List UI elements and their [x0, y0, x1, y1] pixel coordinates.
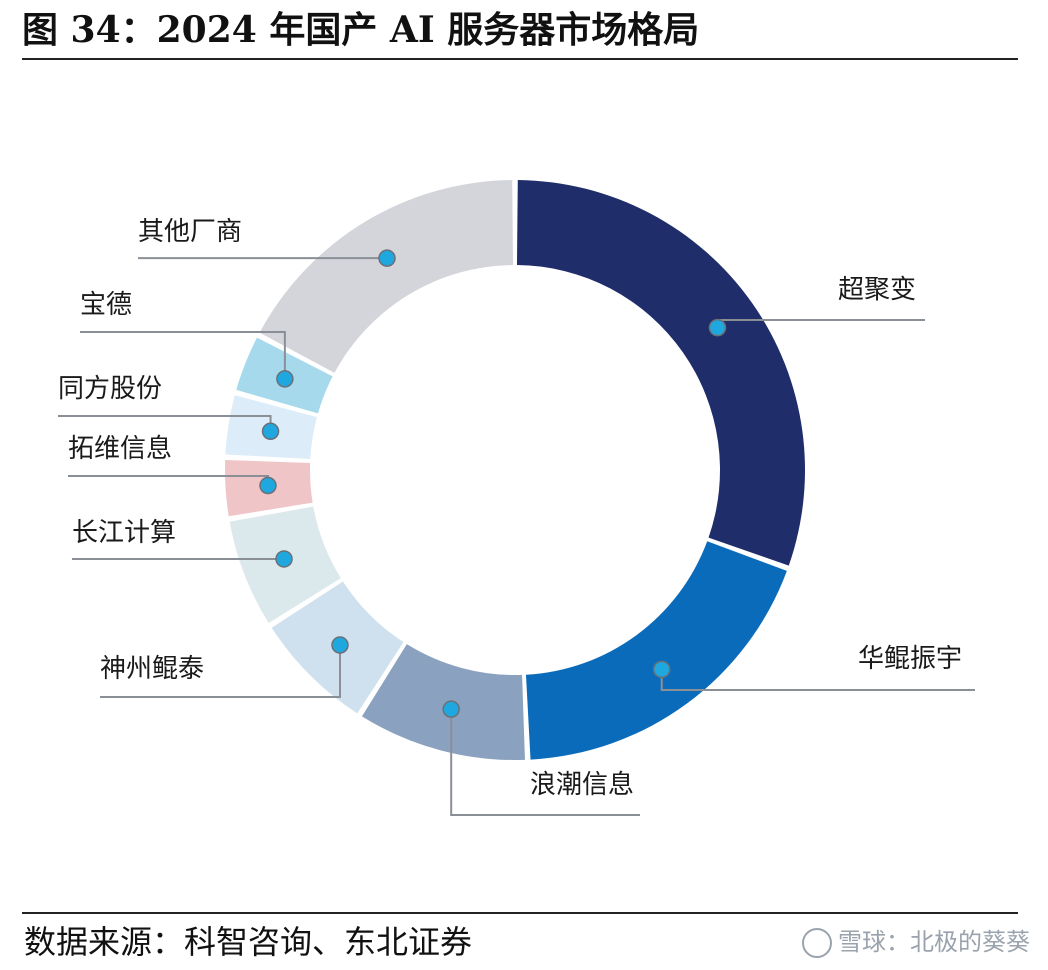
watermark: 雪球：北极的葵葵 — [802, 922, 1030, 962]
slice-marker-7 — [261, 422, 280, 441]
slice-3 — [361, 644, 525, 760]
slice-label-5: 长江计算 — [72, 518, 176, 548]
slice-marker-3 — [442, 700, 460, 718]
data-source: 数据来源：科智咨询、东北证券 — [24, 923, 473, 961]
watermark-logo-icon — [802, 928, 832, 958]
slice-marker-4 — [331, 636, 349, 654]
slice-marker-9 — [378, 249, 396, 267]
leader-line-3 — [450, 709, 640, 816]
leader-line-8 — [80, 331, 286, 379]
slice-label-4: 神州鲲泰 — [100, 654, 204, 684]
slice-marker-8 — [276, 370, 294, 388]
donut-slices — [224, 180, 805, 760]
slice-label-3: 浪潮信息 — [530, 770, 634, 800]
title-rule — [22, 58, 1018, 60]
slice-label-6: 拓维信息 — [68, 434, 172, 464]
slice-marker-6 — [259, 476, 277, 495]
slice-label-2: 华鲲振宇 — [858, 644, 962, 674]
leader-line-4 — [100, 645, 341, 698]
source-rule — [22, 912, 1018, 914]
chart-title: 图 34：2024 年国产 AI 服务器市场格局 — [22, 9, 700, 51]
slice-2 — [525, 541, 787, 760]
slice-marker-2 — [652, 660, 671, 679]
slice-marker-5 — [275, 550, 293, 568]
slice-label-7: 同方股份 — [58, 374, 162, 404]
slice-marker-1 — [708, 318, 727, 337]
watermark-text: 雪球：北极的葵葵 — [838, 928, 1030, 956]
leader-lines — [58, 249, 975, 816]
slice-label-8: 宝德 — [80, 290, 132, 320]
slice-1 — [516, 180, 805, 566]
slice-label-9: 其他厂商 — [138, 217, 242, 247]
slice-9 — [259, 180, 514, 373]
slice-label-1: 超聚变 — [838, 275, 916, 305]
